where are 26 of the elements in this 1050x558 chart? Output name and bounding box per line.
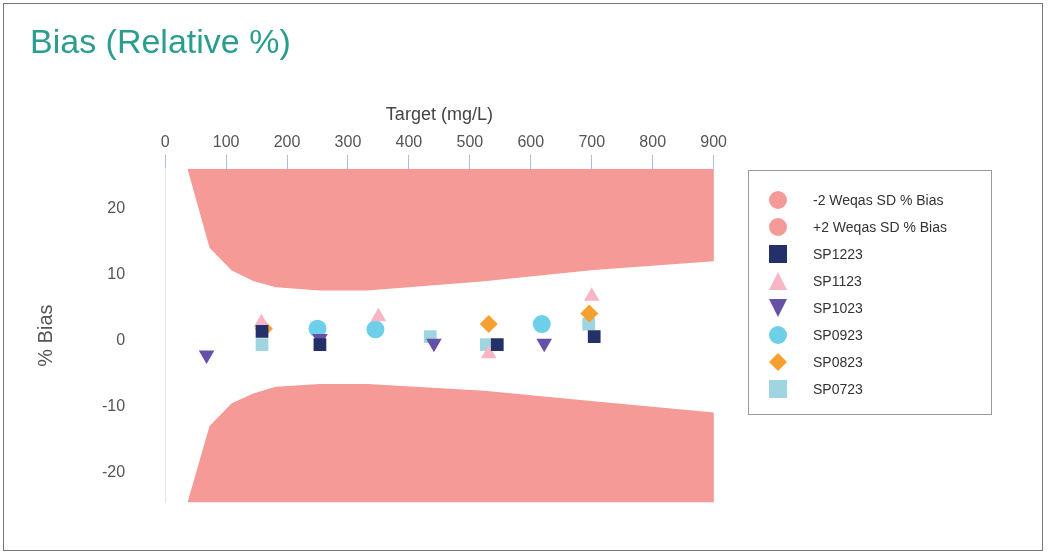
legend-label: -2 Weqas SD % Bias [813, 191, 945, 210]
legend-label: SP0823 [813, 353, 864, 372]
x-tick-label: 0 [160, 132, 170, 150]
x-tick-label: 800 [639, 132, 667, 150]
legend-label: SP0723 [813, 380, 864, 399]
y-tick-label: 20 [107, 198, 126, 216]
chart-title: Bias (Relative %) [30, 22, 291, 61]
x-tick-label: 200 [273, 132, 301, 150]
y-axis-title: % Bias [33, 304, 56, 367]
y-tick-label: -10 [102, 397, 126, 415]
legend-label: +2 Weqas SD % Bias [813, 218, 948, 237]
x-tick-label: 700 [578, 132, 606, 150]
x-tick-label: 900 [700, 132, 728, 150]
y-tick-label: -20 [102, 463, 126, 481]
x-axis-title: Target (mg/L) [385, 103, 493, 124]
x-tick-label: 100 [212, 132, 240, 150]
y-tick-label: 0 [116, 330, 126, 348]
x-tick-label: 300 [334, 132, 362, 150]
x-tick-label: 500 [456, 132, 484, 150]
legend-label: SP0923 [813, 326, 864, 345]
legend-label: SP1023 [813, 299, 864, 318]
x-tick-label: 400 [395, 132, 423, 150]
legend-label: SP1123 [813, 272, 863, 291]
y-tick-label: 10 [107, 264, 126, 282]
x-tick-label: 600 [517, 132, 545, 150]
legend-label: SP1223 [813, 245, 864, 264]
